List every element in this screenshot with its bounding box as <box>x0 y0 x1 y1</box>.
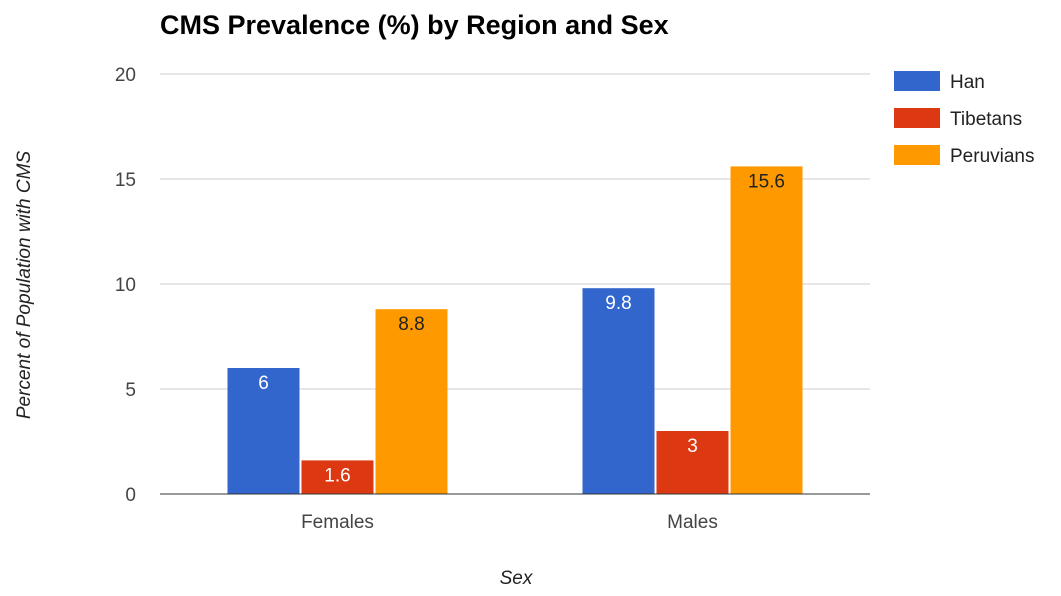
legend-label: Peruvians <box>950 146 1035 167</box>
data-label: 15.6 <box>748 171 785 192</box>
data-label: 8.8 <box>398 314 424 335</box>
data-label: 6 <box>258 373 269 394</box>
legend-label: Han <box>950 72 985 93</box>
bar-peruvians-males <box>730 166 803 494</box>
y-axis-title: Percent of Population with CMS <box>14 151 35 420</box>
bar-han-males <box>582 288 655 494</box>
y-axis-ticks: 0 5 10 15 20 <box>115 65 136 506</box>
y-tick-label: 5 <box>125 380 136 401</box>
legend-label: Tibetans <box>950 109 1022 130</box>
data-label: 3 <box>687 436 698 457</box>
chart-title: CMS Prevalence (%) by Region and Sex <box>160 10 669 40</box>
bar-peruvians-females <box>375 309 448 494</box>
x-axis-ticks: Females Males <box>301 512 718 533</box>
data-label: 1.6 <box>324 465 350 486</box>
x-tick-label: Males <box>667 512 718 533</box>
y-tick-label: 20 <box>115 65 136 86</box>
bar-tibetans-females <box>301 460 374 494</box>
data-label: 9.8 <box>605 293 631 314</box>
y-tick-label: 10 <box>115 275 136 296</box>
bars: 6 1.6 8.8 9.8 3 15.6 <box>227 166 803 494</box>
y-tick-label: 0 <box>125 485 136 506</box>
bar-tibetans-males <box>656 431 729 494</box>
legend-swatch-han <box>894 71 940 91</box>
x-tick-label: Females <box>301 512 374 533</box>
legend: Han Tibetans Peruvians <box>894 71 1035 167</box>
x-axis-title: Sex <box>500 568 534 589</box>
legend-swatch-tibetans <box>894 108 940 128</box>
bar-han-females <box>227 368 300 494</box>
legend-swatch-peruvians <box>894 145 940 165</box>
y-tick-label: 15 <box>115 170 136 191</box>
